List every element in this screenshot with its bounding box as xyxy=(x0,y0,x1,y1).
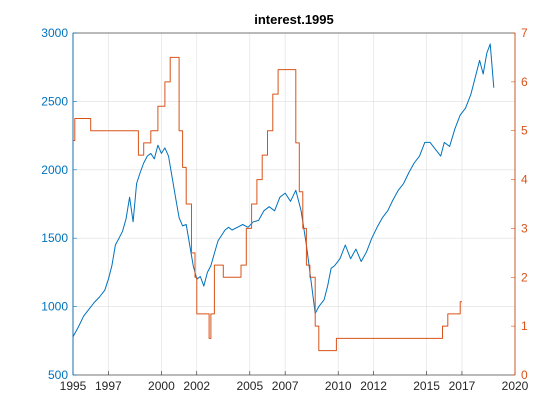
x-tick-label: 2005 xyxy=(236,379,263,393)
x-tick-label: 2002 xyxy=(183,379,210,393)
right-y-tick-label: 3 xyxy=(521,221,528,235)
right-y-tick-label: 4 xyxy=(521,173,528,187)
x-tick-label: 2020 xyxy=(502,379,529,393)
left-y-tick-label: 500 xyxy=(48,368,68,382)
right-y-tick-label: 7 xyxy=(521,26,528,40)
right-y-tick-label: 2 xyxy=(521,270,528,284)
left-y-tick-label: 2500 xyxy=(41,94,68,108)
x-tick-label: 2015 xyxy=(413,379,440,393)
chart-title: interest.1995 xyxy=(254,12,334,27)
index-level-line xyxy=(72,43,495,337)
plot-area xyxy=(73,33,515,375)
left-y-tick-label: 2000 xyxy=(41,163,68,177)
left-y-tick-label: 3000 xyxy=(41,26,68,40)
interest-rate-line xyxy=(73,56,462,352)
right-y-tick-label: 5 xyxy=(521,124,528,138)
x-tick-label: 1997 xyxy=(95,379,122,393)
series-layer xyxy=(72,43,495,352)
right-y-tick-label: 6 xyxy=(521,75,528,89)
x-tick-label: 1995 xyxy=(60,379,87,393)
left-y-tick-label: 1000 xyxy=(41,300,68,314)
x-tick-label: 2017 xyxy=(449,379,476,393)
x-tick-label: 2012 xyxy=(360,379,387,393)
x-tick-label: 2010 xyxy=(325,379,352,393)
right-y-tick-label: 0 xyxy=(521,368,528,382)
right-y-tick-label: 1 xyxy=(521,319,528,333)
x-tick-label: 2000 xyxy=(148,379,175,393)
axes: 1995 1997 2000 2002 2005 2007 2010 2012 2015 2017… xyxy=(41,26,528,393)
left-y-tick-label: 1500 xyxy=(41,231,68,245)
x-tick-label: 2007 xyxy=(272,379,299,393)
